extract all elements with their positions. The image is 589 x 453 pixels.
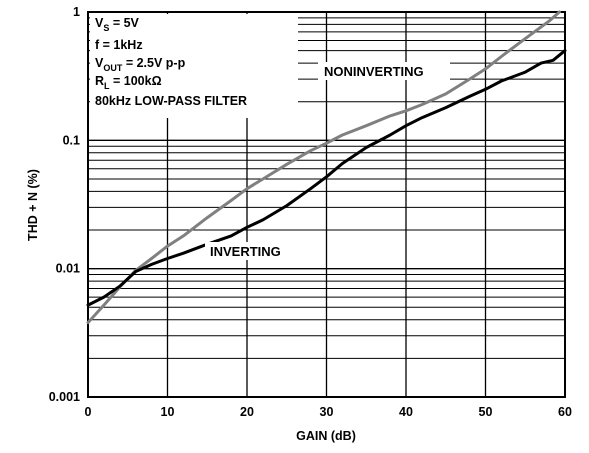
- inverting-label-bg: [205, 242, 301, 260]
- noninverting-label-bg: [318, 62, 450, 80]
- cond-rl-main: R: [95, 74, 104, 88]
- x-tick-label-1: 10: [161, 405, 175, 419]
- x-tick-label-6: 60: [558, 405, 572, 419]
- cond-rl: RL = 100kΩ: [95, 74, 162, 91]
- series-label-inverting: INVERTING: [210, 244, 281, 259]
- y-tick-label-2: 0.1: [63, 133, 80, 147]
- cond-vs: VS = 5V: [95, 16, 140, 33]
- cond-rl-sub: L: [104, 81, 110, 91]
- y-axis-title: THD + N (%): [26, 169, 40, 241]
- series-line-inverting: [86, 49, 567, 307]
- x-tick-label-3: 30: [320, 405, 334, 419]
- series-label-noninverting: NONINVERTING: [324, 64, 424, 79]
- series-line-noninverting: [86, 10, 561, 325]
- cond-vs-sub: S: [103, 23, 109, 33]
- cond-vout: VOUT = 2.5V p-p: [95, 56, 186, 73]
- ticks-layer: 0 10 20 30 40 50 60 0.001 0.01 0.1 1: [49, 5, 572, 419]
- cond-filter: 80kHz LOW-PASS FILTER: [95, 94, 247, 108]
- cond-vout-rest: = 2.5V p-p: [122, 56, 185, 70]
- cond-vout-sub: OUT: [103, 63, 123, 73]
- y-tick-label-1: 0.01: [56, 262, 80, 276]
- cond-vout-main: V: [95, 56, 104, 70]
- cond-vs-rest: = 5V: [109, 16, 139, 30]
- x-tick-label-4: 40: [399, 405, 413, 419]
- x-tick-label-0: 0: [85, 405, 92, 419]
- series-layer: [86, 10, 567, 325]
- x-tick-label-5: 50: [479, 405, 493, 419]
- cond-freq: f = 1kHz: [95, 38, 143, 52]
- x-axis-title: GAIN (dB): [296, 429, 356, 443]
- conditions-box-bg: [90, 14, 298, 118]
- cond-vs-main: V: [95, 16, 104, 30]
- cond-rl-rest: = 100kΩ: [110, 74, 162, 88]
- y-tick-label-3: 1: [73, 5, 80, 19]
- x-tick-label-2: 20: [240, 405, 254, 419]
- y-tick-label-0: 0.001: [49, 390, 80, 404]
